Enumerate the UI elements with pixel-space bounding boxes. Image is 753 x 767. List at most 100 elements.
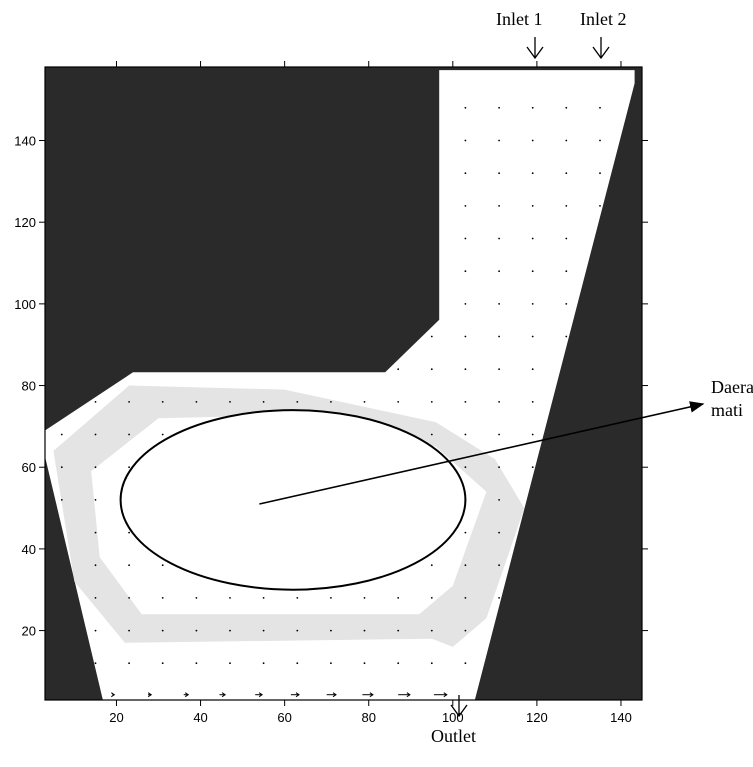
velocity-vector: [531, 139, 534, 142]
velocity-vector: [161, 433, 164, 436]
velocity-vector: [464, 401, 467, 403]
y-tick-label: 40: [22, 542, 36, 557]
velocity-vector: [430, 629, 433, 632]
velocity-vector: [369, 692, 374, 698]
velocity-vector: [397, 368, 400, 371]
velocity-vector: [599, 205, 601, 207]
velocity-vector: [363, 629, 366, 632]
velocity-vector: [464, 237, 467, 240]
y-axis: 20 40 60 80 100 120 140: [14, 134, 648, 639]
velocity-vector: [195, 597, 198, 599]
velocity-vector: [330, 597, 332, 599]
velocity-vector: [531, 433, 534, 436]
velocity-vector: [195, 629, 198, 632]
y-tick-label: 140: [14, 134, 36, 149]
velocity-vector: [128, 433, 131, 436]
inlet-2-label: Inlet 2: [580, 9, 627, 29]
x-tick-label: 40: [193, 710, 207, 725]
velocity-vector: [94, 433, 97, 436]
velocity-vector: [295, 692, 300, 698]
y-tick-label: 80: [22, 379, 36, 394]
velocity-vector: [464, 531, 467, 534]
x-tick-label: 100: [442, 710, 464, 725]
x-tick-label: 120: [526, 710, 548, 725]
velocity-vector: [111, 692, 116, 698]
velocity-vector: [195, 662, 198, 665]
velocity-vector: [464, 466, 467, 469]
velocity-vector: [296, 629, 299, 632]
velocity-vector: [565, 237, 568, 240]
velocity-vector: [498, 335, 500, 338]
velocity-vector: [184, 692, 190, 698]
velocity-vector: [531, 401, 534, 403]
velocity-vector: [406, 692, 411, 698]
velocity-vector: [464, 335, 467, 338]
velocity-vector: [531, 466, 534, 469]
velocity-vector: [443, 692, 448, 698]
velocity-vector: [221, 692, 227, 698]
inlet-1-label: Inlet 1: [496, 9, 543, 29]
velocity-vector: [229, 597, 231, 599]
velocity-vector: [565, 335, 568, 338]
velocity-vector: [296, 401, 299, 403]
velocity-vector: [464, 139, 467, 142]
velocity-vector: [397, 597, 400, 599]
inlet-1-arrow-icon: [526, 37, 544, 60]
velocity-vector: [296, 662, 299, 665]
velocity-vector: [430, 335, 433, 338]
velocity-vector: [258, 692, 264, 698]
velocity-vector: [128, 401, 131, 403]
velocity-vector: [531, 303, 534, 305]
dead-zone-label-line1: Daerah: [711, 377, 753, 397]
velocity-vector: [430, 433, 433, 436]
velocity-vector: [94, 401, 97, 403]
velocity-vector: [464, 270, 467, 273]
velocity-vector: [430, 662, 433, 665]
velocity-vector: [464, 106, 467, 109]
velocity-vector: [430, 368, 433, 371]
velocity-vector: [430, 564, 433, 567]
velocity-vector: [94, 597, 97, 599]
velocity-vector: [94, 531, 97, 534]
velocity-vector: [161, 662, 164, 665]
velocity-vector: [464, 368, 467, 371]
x-tick-label: 140: [610, 710, 632, 725]
velocity-vector: [94, 629, 97, 632]
velocity-vector: [397, 401, 400, 403]
velocity-vector: [498, 205, 500, 207]
velocity-vector: [330, 662, 332, 665]
velocity-vector: [498, 597, 500, 599]
y-tick-label: 20: [22, 624, 36, 639]
velocity-vector: [498, 303, 500, 305]
velocity-vector: [147, 692, 153, 698]
velocity-vector: [262, 629, 265, 632]
velocity-vector: [229, 662, 231, 665]
inlet-2-arrow-icon: [592, 37, 610, 60]
velocity-vector: [94, 564, 97, 567]
y-tick-label: 60: [22, 460, 36, 475]
velocity-vector: [565, 270, 568, 273]
velocity-vector: [262, 597, 265, 599]
velocity-vector: [531, 205, 534, 207]
velocity-vector: [498, 499, 500, 501]
velocity-vector: [498, 531, 500, 534]
plot-frame: [44, 66, 643, 701]
velocity-vector: [161, 597, 164, 599]
velocity-vector: [599, 139, 601, 142]
velocity-vector: [565, 303, 568, 305]
velocity-vector: [531, 172, 534, 175]
velocity-vector: [262, 662, 265, 665]
velocity-vector: [94, 499, 97, 501]
velocity-vector: [464, 564, 467, 567]
velocity-vector: [565, 205, 568, 207]
velocity-vector: [464, 433, 467, 436]
velocity-vector: [464, 629, 467, 632]
dead-zone-label-line2: mati: [711, 400, 743, 420]
x-axis: 20 40 60 80 100 120 140: [109, 61, 632, 725]
velocity-vector: [229, 629, 231, 632]
velocity-vector: [229, 401, 231, 403]
outlet-arrow-icon: [450, 695, 468, 718]
velocity-vector: [531, 368, 534, 371]
velocity-vector: [60, 466, 63, 469]
